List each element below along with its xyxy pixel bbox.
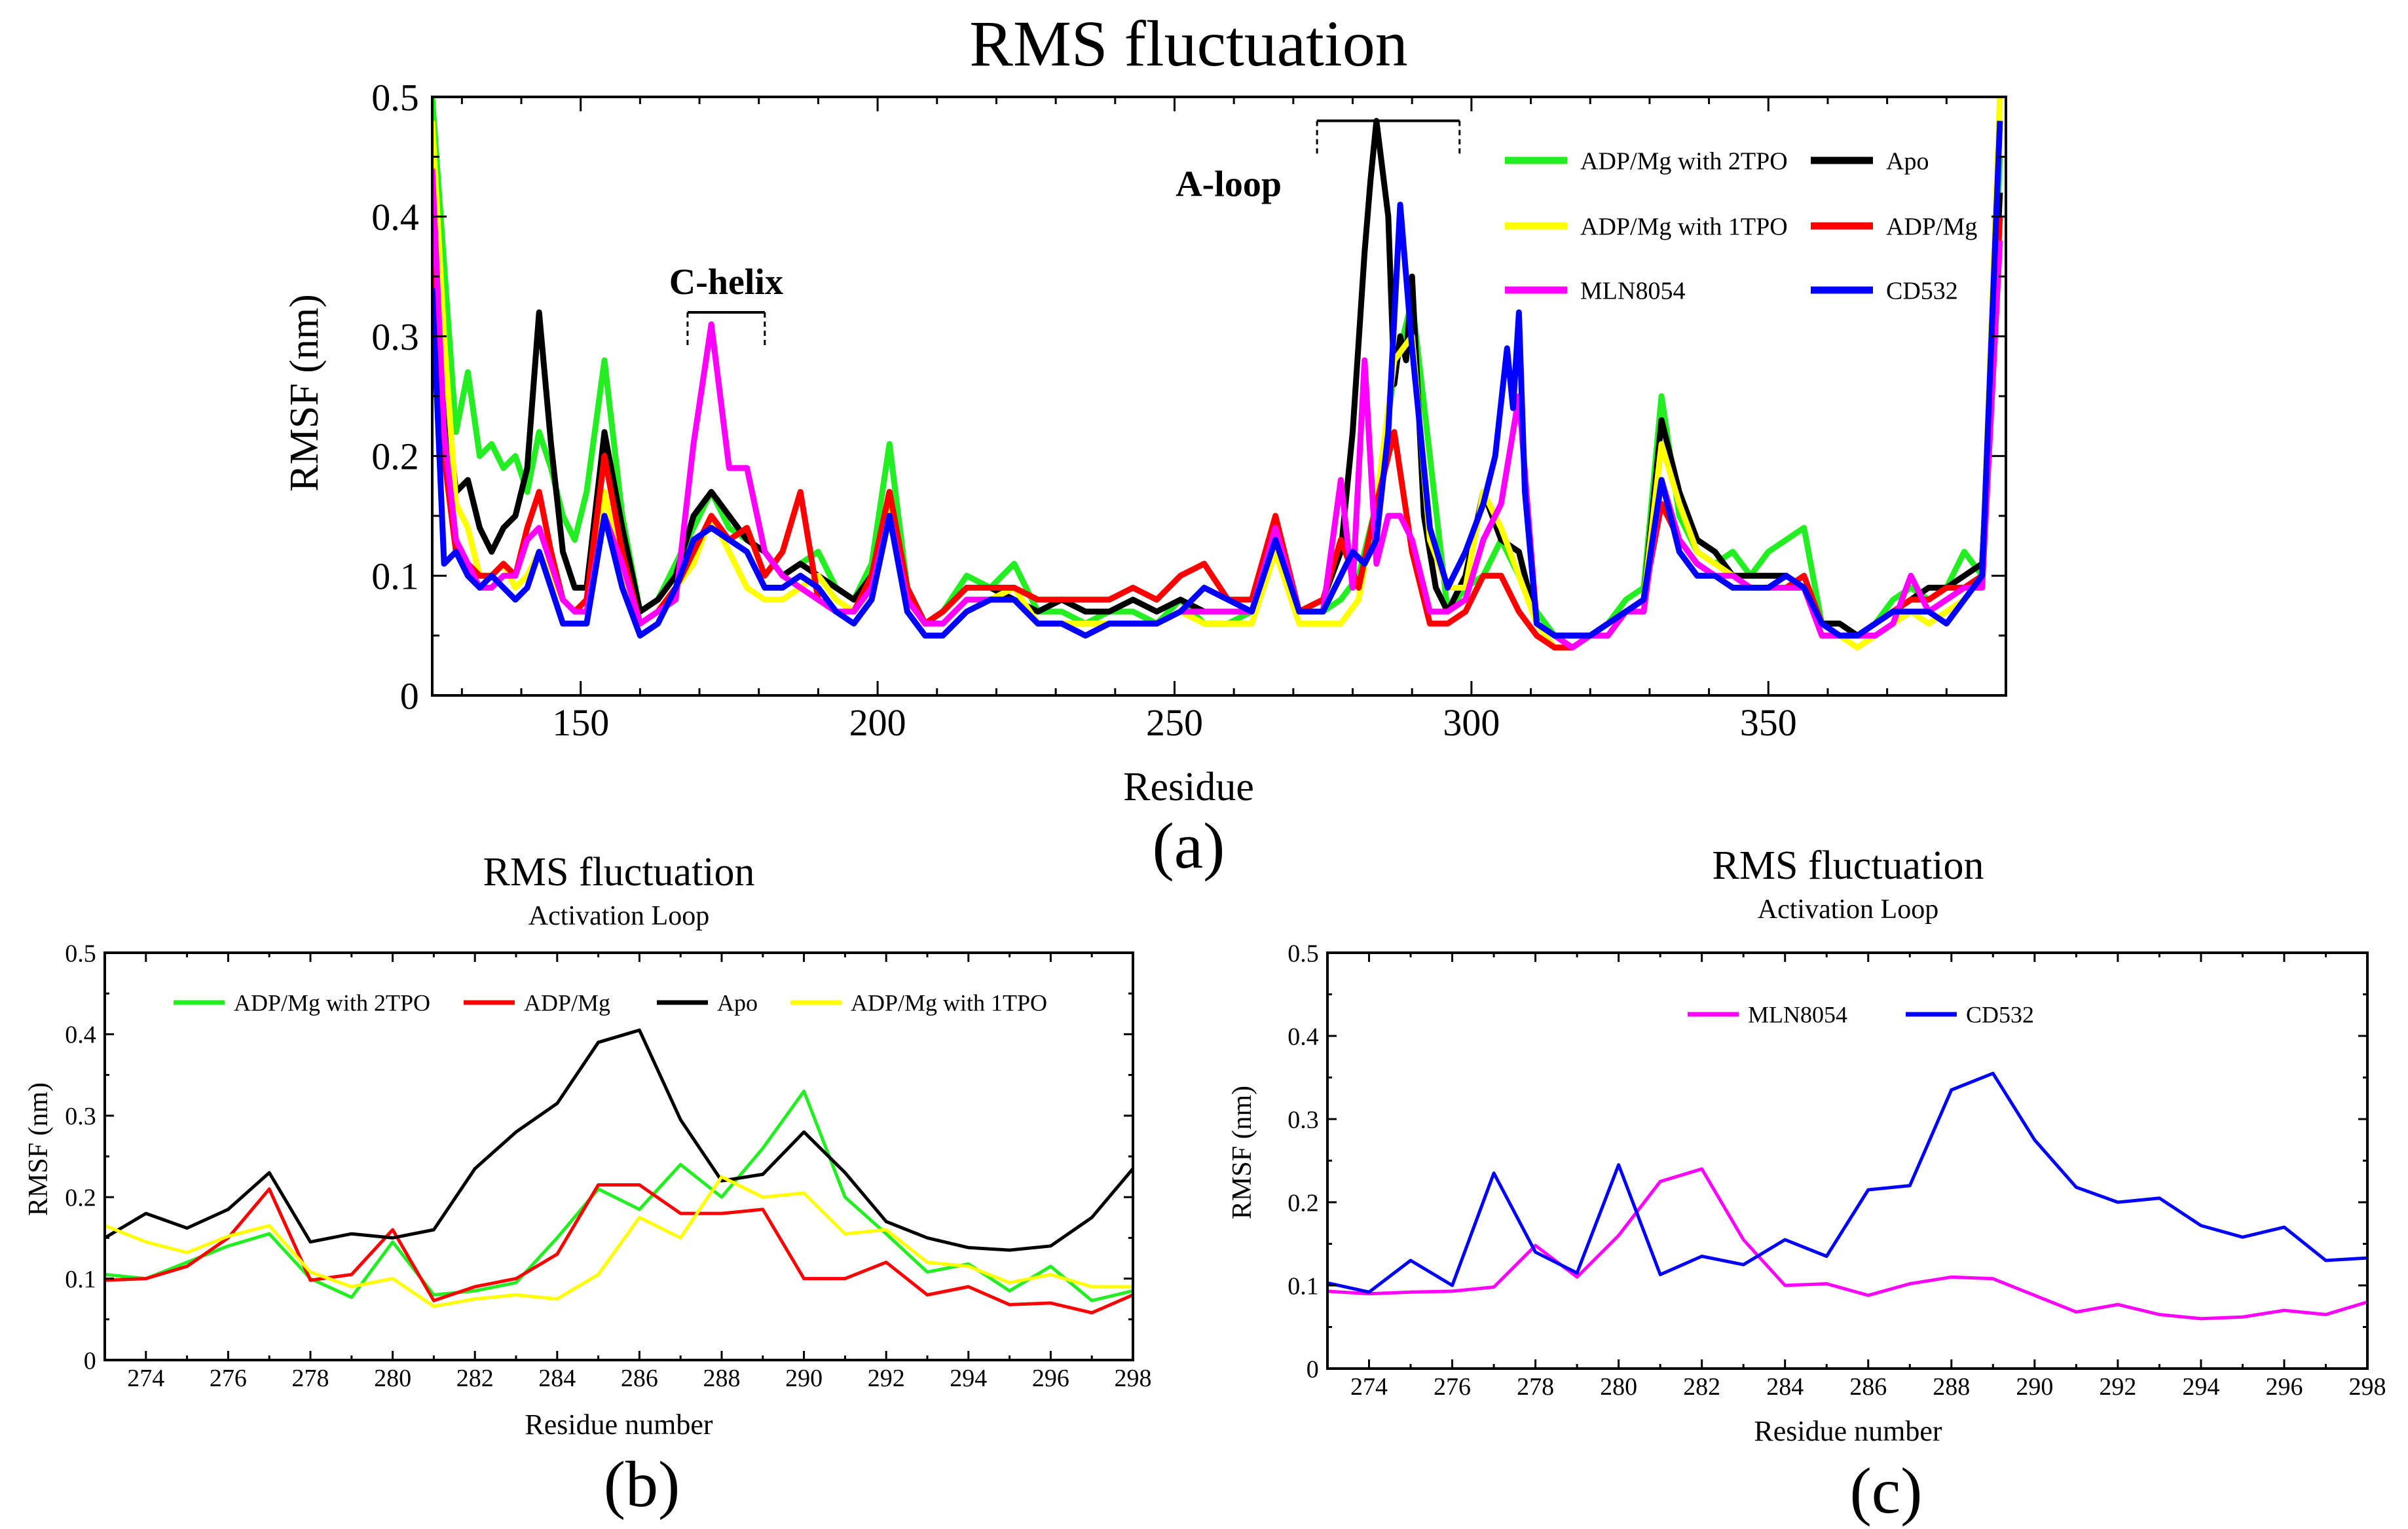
y-tick-label-b: 0.1 bbox=[65, 1266, 96, 1293]
y-tick-label-c: 0 bbox=[1306, 1355, 1319, 1383]
panel-a-ylabel: RMSF (nm) bbox=[282, 294, 327, 491]
y-tick-label-a: 0.1 bbox=[371, 555, 419, 598]
y-tick-label-b: 0 bbox=[84, 1347, 96, 1374]
y-tick-label-c: 0.2 bbox=[1287, 1189, 1319, 1217]
y-tick-label-a: 0.5 bbox=[371, 76, 419, 119]
series-group-c bbox=[1327, 1071, 2367, 1321]
panel-c-xlabel: Residue number bbox=[1754, 1415, 1942, 1447]
x-tick-label-c: 296 bbox=[2265, 1373, 2303, 1401]
x-tick-label-b: 278 bbox=[292, 1365, 329, 1392]
legend-label-mln8054: MLN8054 bbox=[1748, 1002, 1847, 1028]
x-tick-label-b: 296 bbox=[1032, 1365, 1069, 1392]
y-tick-label-b: 0.3 bbox=[65, 1103, 96, 1130]
panel-a-xlabel: Residue bbox=[1123, 765, 1254, 809]
legend-label-apo: Apo bbox=[717, 990, 758, 1016]
panel-b-subtitle: Activation Loop bbox=[528, 901, 709, 931]
x-tick-label-a: 300 bbox=[1443, 701, 1500, 744]
legend-label-apo: Apo bbox=[1886, 147, 1929, 175]
x-tick-label-b: 284 bbox=[538, 1365, 576, 1392]
panel-c-chart: RMS fluctuation Activation Loop Residue … bbox=[1227, 843, 2386, 1527]
legend-label-adp-mg-with-2tpo: ADP/Mg with 2TPO bbox=[1580, 147, 1788, 175]
panel-a-label: (a) bbox=[1153, 809, 1225, 882]
y-tick-label-a: 0.2 bbox=[371, 435, 419, 478]
annotation-c-helix: C-helix bbox=[669, 262, 783, 349]
panel-c-label: (c) bbox=[1850, 1454, 1923, 1527]
annotation-a-loop: A-loop bbox=[1176, 119, 1461, 205]
series-line-mln8054 bbox=[432, 168, 2003, 651]
x-tick-label-b: 294 bbox=[950, 1365, 987, 1392]
panel-a-chart: RMS fluctuation Residue RMSF (nm) (a) 15… bbox=[282, 7, 2007, 882]
legend-label-adp-mg-with-2tpo: ADP/Mg with 2TPO bbox=[234, 990, 430, 1016]
panel-c-title: RMS fluctuation bbox=[1712, 843, 1984, 888]
x-tick-label-c: 280 bbox=[1600, 1373, 1637, 1401]
legend-label-cd532: CD532 bbox=[1966, 1002, 2034, 1028]
series-line-apo bbox=[105, 1028, 1133, 1252]
panel-c-ylabel: RMSF (nm) bbox=[1227, 1086, 1257, 1219]
series-line-adp-mg bbox=[105, 1183, 1133, 1315]
panel-b-ylabel: RMSF (nm) bbox=[24, 1082, 54, 1216]
x-tick-label-b: 298 bbox=[1115, 1365, 1152, 1392]
legend-label-adp-mg: ADP/Mg bbox=[1886, 213, 1977, 240]
y-tick-label-a: 0 bbox=[400, 674, 419, 717]
y-tick-label-b: 0.4 bbox=[65, 1022, 96, 1049]
series-group-a bbox=[432, 97, 2003, 651]
annotation-label: C-helix bbox=[669, 262, 783, 303]
panel-c-subtitle: Activation Loop bbox=[1758, 894, 1938, 925]
panel-a-title: RMS fluctuation bbox=[969, 7, 1407, 80]
series-line-cd532 bbox=[432, 120, 2003, 639]
x-tick-label-a: 350 bbox=[1740, 701, 1797, 744]
x-tick-label-b: 290 bbox=[785, 1365, 823, 1392]
x-tick-label-a: 150 bbox=[552, 701, 609, 744]
x-tick-label-a: 200 bbox=[849, 701, 906, 744]
y-tick-label-c: 0.3 bbox=[1287, 1106, 1319, 1133]
x-tick-label-c: 294 bbox=[2182, 1373, 2219, 1401]
y-tick-label-b: 0.5 bbox=[65, 940, 96, 967]
panel-b-title: RMS fluctuation bbox=[483, 850, 754, 894]
x-tick-label-b: 286 bbox=[621, 1365, 658, 1392]
panel-b-chart: RMS fluctuation Activation Loop Residue … bbox=[24, 850, 1152, 1520]
x-tick-label-c: 288 bbox=[1933, 1373, 1970, 1401]
y-tick-label-c: 0.5 bbox=[1287, 940, 1319, 967]
legend-label-adp-mg-with-1tpo: ADP/Mg with 1TPO bbox=[1580, 213, 1788, 240]
x-tick-label-b: 282 bbox=[456, 1365, 494, 1392]
y-tick-label-b: 0.2 bbox=[65, 1185, 96, 1212]
y-tick-label-a: 0.4 bbox=[371, 196, 419, 238]
series-group-b bbox=[105, 1028, 1133, 1315]
y-tick-label-c: 0.4 bbox=[1287, 1023, 1319, 1050]
x-tick-label-a: 250 bbox=[1146, 701, 1203, 744]
legend-label-cd532: CD532 bbox=[1886, 277, 1958, 304]
plot-frame-c bbox=[1326, 951, 2369, 1370]
x-tick-label-c: 276 bbox=[1434, 1373, 1471, 1401]
x-tick-label-c: 298 bbox=[2349, 1373, 2386, 1401]
series-line-adp-mg-with-1tpo bbox=[105, 1175, 1133, 1308]
y-tick-label-c: 0.1 bbox=[1287, 1272, 1319, 1300]
x-tick-label-b: 276 bbox=[210, 1365, 247, 1392]
x-tick-label-b: 292 bbox=[868, 1365, 905, 1392]
x-tick-label-c: 274 bbox=[1350, 1373, 1388, 1401]
x-tick-label-c: 282 bbox=[1683, 1373, 1720, 1401]
x-tick-label-c: 278 bbox=[1517, 1373, 1554, 1401]
panel-b-label: (b) bbox=[604, 1448, 680, 1520]
legend-label-adp-mg: ADP/Mg bbox=[524, 990, 610, 1016]
x-tick-label-b: 288 bbox=[703, 1365, 741, 1392]
series-line-mln8054 bbox=[1327, 1167, 2367, 1321]
x-tick-label-c: 286 bbox=[1849, 1373, 1887, 1401]
x-tick-label-c: 290 bbox=[2016, 1373, 2053, 1401]
y-tick-label-a: 0.3 bbox=[371, 316, 419, 358]
legend-label-mln8054: MLN8054 bbox=[1580, 277, 1685, 304]
panel-b-xlabel: Residue number bbox=[525, 1409, 713, 1441]
series-line-cd532 bbox=[1327, 1071, 2367, 1294]
x-tick-label-b: 274 bbox=[127, 1365, 164, 1392]
x-tick-label-c: 284 bbox=[1766, 1373, 1804, 1401]
annotation-label: A-loop bbox=[1176, 164, 1282, 205]
x-tick-label-b: 280 bbox=[374, 1365, 411, 1392]
legend-label-adp-mg-with-1tpo: ADP/Mg with 1TPO bbox=[851, 990, 1047, 1016]
x-tick-label-c: 292 bbox=[2099, 1373, 2136, 1401]
